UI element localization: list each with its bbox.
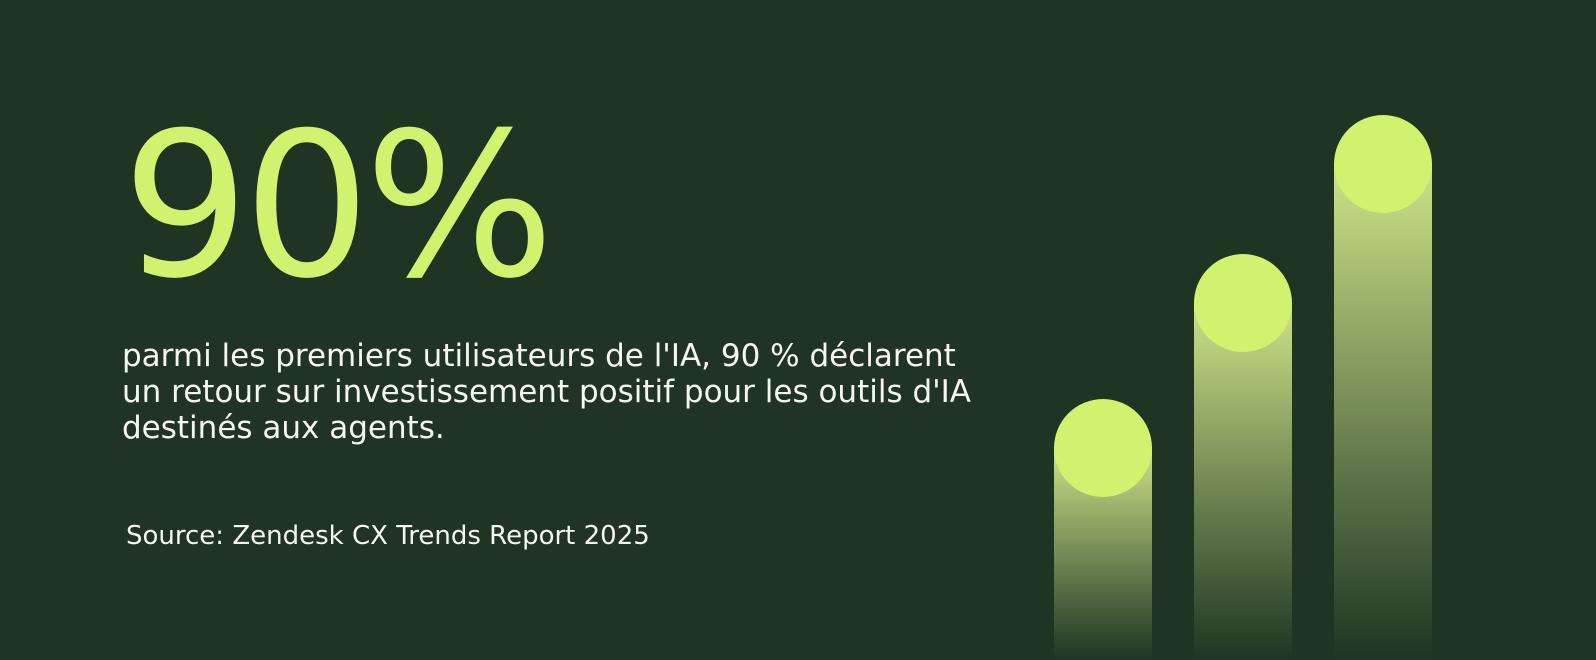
body-line: destinés aux agents. (122, 410, 445, 446)
body-line: parmi les premiers utilisateurs de l'IA,… (122, 338, 956, 374)
decor-dot (1334, 115, 1432, 213)
decorative-bars (1054, 115, 1432, 660)
decor-dot (1194, 254, 1292, 352)
body-line: un retour sur investissement positif pou… (122, 374, 971, 410)
decor-bar (1334, 164, 1432, 660)
decor-dot (1054, 399, 1152, 497)
source: Source: Zendesk CX Trends Report 2025 (126, 521, 650, 551)
decor-bar (1194, 303, 1292, 660)
headline: 90% (122, 90, 549, 323)
